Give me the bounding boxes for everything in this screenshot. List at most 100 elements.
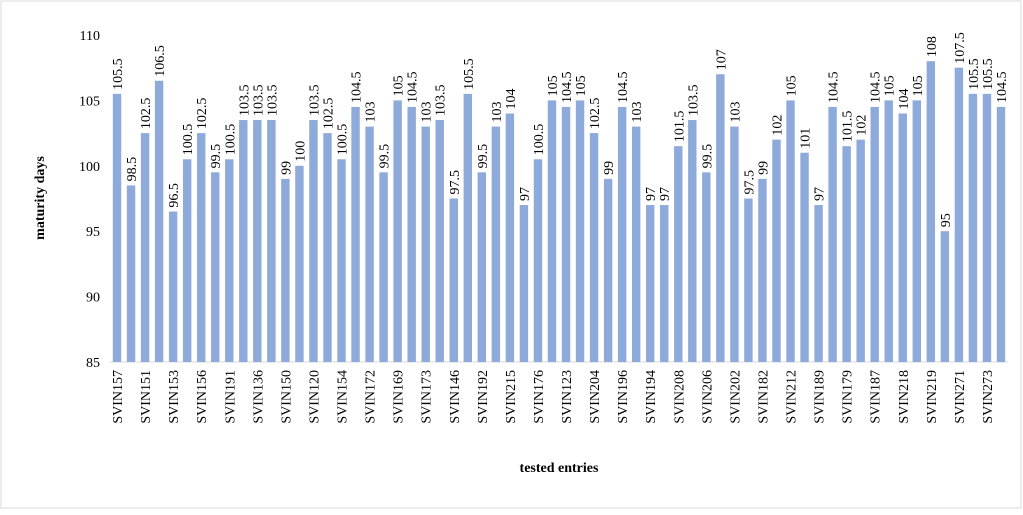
bar	[814, 205, 823, 362]
x-tick-label: SVIN176	[532, 370, 547, 424]
bar	[870, 106, 879, 362]
bar	[449, 198, 458, 362]
x-tick-label: SVIN120	[307, 370, 322, 424]
bar	[912, 100, 922, 363]
value-label: 99.5	[700, 144, 715, 169]
bar	[253, 120, 262, 363]
bar	[182, 159, 192, 362]
y-tick-label: 110	[80, 29, 100, 44]
bar	[351, 106, 360, 362]
value-label: 108	[925, 36, 940, 57]
bar	[758, 178, 767, 362]
x-tick-label: SVIN194	[644, 370, 659, 424]
value-label: 104.5	[616, 71, 631, 103]
x-axis-label: tested entries	[520, 461, 599, 476]
value-label: 103	[420, 102, 435, 123]
bar	[140, 133, 150, 362]
value-label: 103.5	[251, 85, 266, 117]
bar	[716, 74, 725, 363]
x-tick-label: SVIN173	[420, 370, 435, 424]
value-label: 102.5	[588, 98, 603, 130]
bar	[631, 126, 641, 362]
value-label: 97	[813, 187, 828, 201]
value-label: 104.5	[995, 71, 1010, 103]
bar	[561, 106, 571, 362]
bar	[323, 133, 332, 362]
bar	[407, 106, 416, 362]
bar	[239, 120, 248, 363]
x-tick-label: SVIN187	[869, 370, 884, 424]
bar	[435, 120, 444, 363]
bar	[772, 139, 781, 362]
x-tick-label: SVIN156	[195, 370, 210, 424]
bar	[688, 120, 697, 363]
value-label: 103.5	[237, 85, 252, 117]
bar	[730, 126, 739, 362]
value-label: 100	[293, 141, 308, 162]
bar	[645, 205, 655, 362]
bar	[589, 133, 599, 362]
value-label: 104.5	[827, 71, 842, 103]
bar	[968, 93, 978, 363]
x-tick-label: SVIN182	[756, 370, 771, 424]
value-label: 100.5	[223, 124, 238, 156]
bar	[281, 178, 290, 362]
x-tick-label: SVIN273	[981, 370, 996, 424]
value-label: 105	[574, 75, 589, 96]
x-tick-label: SVIN204	[588, 370, 603, 424]
value-label: 103	[490, 102, 505, 123]
bar	[491, 126, 501, 362]
value-label: 99.5	[378, 144, 393, 169]
value-label: 102	[770, 115, 785, 136]
y-tick-label: 90	[86, 291, 100, 306]
value-label: 97	[658, 187, 673, 201]
value-label: 97.5	[742, 170, 757, 195]
value-label: 99.5	[209, 144, 224, 169]
x-tick-label: SVIN192	[476, 370, 491, 424]
value-label: 99.5	[476, 144, 491, 169]
y-axis-label: maturity days	[33, 156, 48, 240]
value-label: 103.5	[434, 85, 449, 117]
value-label: 103	[364, 102, 379, 123]
value-label: 99	[756, 161, 771, 175]
bar	[702, 172, 711, 362]
bar	[800, 152, 809, 362]
bar	[828, 106, 837, 362]
x-tick-label: SVIN157	[111, 370, 126, 424]
bar	[477, 172, 487, 362]
bar	[660, 205, 669, 362]
value-label: 105.5	[111, 58, 126, 90]
bar	[126, 185, 136, 362]
value-label: 100.5	[336, 124, 351, 156]
bar	[337, 159, 346, 362]
x-tick-label: SVIN154	[336, 370, 351, 424]
value-label: 102	[855, 115, 870, 136]
bar	[421, 126, 430, 362]
value-label: 106.5	[153, 45, 168, 77]
y-tick-label: 85	[86, 356, 100, 371]
bar	[940, 231, 950, 362]
value-label: 102.5	[195, 98, 210, 130]
value-label: 102.5	[139, 98, 154, 130]
value-label: 105	[785, 75, 800, 96]
bar	[309, 120, 318, 363]
value-label: 103.5	[265, 85, 280, 117]
value-label: 104.5	[869, 71, 884, 103]
x-tick-label: SVIN189	[813, 370, 828, 424]
x-tick-label: SVIN136	[251, 370, 266, 424]
bar	[674, 146, 683, 362]
bar	[519, 205, 529, 362]
x-tick-label: SVIN150	[279, 370, 294, 424]
x-tick-label: SVIN153	[167, 370, 182, 424]
x-tick-label: SVIN219	[925, 370, 940, 424]
value-label: 105	[392, 75, 407, 96]
x-tick-label: SVIN191	[223, 370, 238, 424]
value-label: 101.5	[841, 111, 856, 143]
x-tick-label: SVIN212	[785, 370, 800, 424]
value-label: 100.5	[532, 124, 547, 156]
x-tick-label: SVIN123	[560, 370, 575, 424]
bar	[954, 67, 964, 362]
bar	[533, 159, 543, 362]
